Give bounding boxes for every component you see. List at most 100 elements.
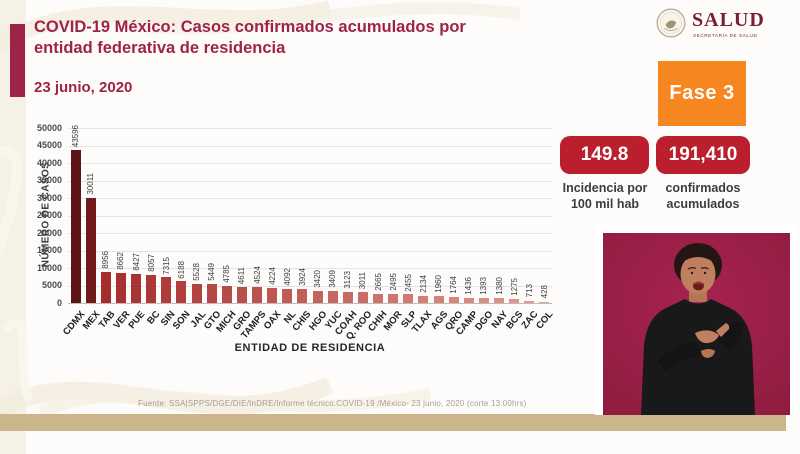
bar xyxy=(327,291,338,303)
y-tick-label: 10000 xyxy=(36,262,62,273)
bar xyxy=(131,273,142,303)
bar xyxy=(357,292,368,303)
bar xyxy=(418,295,429,303)
confirmed-label-line1: confirmados xyxy=(665,181,741,195)
bar xyxy=(236,286,247,303)
bottom-band xyxy=(0,414,786,431)
bar-value-label: 8427 xyxy=(131,252,141,271)
bar xyxy=(433,296,444,303)
bar xyxy=(146,274,157,303)
incidence-label-line2: 100 mil hab xyxy=(570,197,640,212)
gridline xyxy=(68,163,552,164)
bar xyxy=(539,301,550,303)
bar xyxy=(206,283,217,303)
bar-value-label: 3123 xyxy=(343,271,353,290)
bar xyxy=(221,286,232,303)
gridline xyxy=(68,285,552,287)
bar xyxy=(524,300,535,303)
incidence-label-line1: Incidencia por xyxy=(562,181,648,195)
salud-wordmark: SALUD xyxy=(692,9,765,31)
bar xyxy=(297,289,308,303)
salud-logo: SALUD SECRETARÍA DE SALUD xyxy=(650,6,795,48)
bar xyxy=(494,298,505,303)
y-tick-label: 45000 xyxy=(36,140,62,150)
bar xyxy=(448,296,459,303)
gridline xyxy=(68,180,552,182)
bar-value-label: 1764 xyxy=(449,276,459,294)
x-axis-title: ENTIDAD DE RESIDENCIA xyxy=(234,342,386,354)
bar xyxy=(176,281,187,303)
gridline xyxy=(68,250,552,252)
bar xyxy=(85,197,96,303)
source-text: Fuente: SSA|SPPS/DGE/DIE/InDRE/Informe t… xyxy=(138,399,527,408)
bar-value-label: 713 xyxy=(524,284,534,298)
bar xyxy=(267,288,278,303)
gridline xyxy=(68,145,552,147)
bar xyxy=(70,150,81,303)
salud-subtitle: SECRETARÍA DE SALUD xyxy=(693,34,758,39)
bar-value-label: 3420 xyxy=(313,270,323,289)
chart-plot-area: 0 5000 10000 15000 20000 25000 30000 35000 40000… xyxy=(37,123,556,343)
y-tick-label: 0 xyxy=(56,297,62,308)
bar xyxy=(403,294,414,303)
bar-value-label: 1393 xyxy=(479,277,489,296)
bar-value-label: 4092 xyxy=(282,267,292,286)
bar-value-label: 8057 xyxy=(146,254,156,272)
bar xyxy=(191,283,202,303)
y-tick-label: 35000 xyxy=(36,175,62,185)
bar-value-label: 1275 xyxy=(509,277,519,296)
confirmed-stat-value: 191,410 xyxy=(656,136,750,174)
bar-value-label: 6188 xyxy=(176,260,186,279)
y-tick-label: 50000 xyxy=(36,122,62,133)
bar xyxy=(312,291,323,303)
bar-value-label: 3409 xyxy=(328,270,338,289)
title-accent-bar xyxy=(10,24,25,97)
bar-value-label: 7315 xyxy=(161,256,171,275)
bar xyxy=(252,287,263,303)
bar-value-label: 4224 xyxy=(267,267,277,286)
gridline xyxy=(68,198,552,199)
bar xyxy=(478,298,489,303)
bar-value-label: 2495 xyxy=(388,273,398,292)
bar-value-label: 2134 xyxy=(418,274,428,293)
government-seal-icon xyxy=(656,8,686,38)
interpreter-video xyxy=(595,225,797,415)
bar-value-label: 4611 xyxy=(237,266,247,284)
y-tick-label: 5000 xyxy=(41,280,62,290)
y-tick-label: 30000 xyxy=(36,192,62,203)
bar-value-label: 1436 xyxy=(464,277,474,295)
gridline xyxy=(68,215,552,217)
y-tick-label: 25000 xyxy=(36,210,62,220)
gridline xyxy=(68,128,552,129)
bar xyxy=(463,297,474,303)
gridline xyxy=(68,233,552,234)
bar-value-label: 428 xyxy=(539,285,549,299)
phase-badge: Fase 3 xyxy=(658,61,746,126)
confirmed-stat-label: confirmados acumulados xyxy=(645,180,761,213)
bar-value-label: 4524 xyxy=(252,266,262,285)
bar-value-label: 4785 xyxy=(222,265,232,284)
bar xyxy=(115,272,126,303)
interpreter-figure xyxy=(603,233,790,415)
bar xyxy=(100,271,111,303)
incidence-stat-value: 149.8 xyxy=(560,136,649,174)
bar xyxy=(373,293,384,303)
bar-value-label: 1380 xyxy=(494,277,504,296)
bar-value-label: 1960 xyxy=(434,275,444,294)
bar-value-label: 5449 xyxy=(207,263,217,281)
page-title: COVID-19 México: Casos confirmados acumu… xyxy=(34,18,466,57)
bar-value-label: 30011 xyxy=(86,173,96,195)
bar-value-label: 3924 xyxy=(297,268,307,287)
bar-value-label: 43596 xyxy=(71,125,81,148)
incidence-stat-label: Incidencia por 100 mil hab xyxy=(545,180,665,213)
bar xyxy=(282,288,293,303)
bar xyxy=(161,277,172,303)
bar-value-label: 8956 xyxy=(101,250,111,269)
bar-value-label: 3011 xyxy=(358,272,368,290)
date-label: 23 junio, 2020 xyxy=(34,79,133,96)
y-tick-label: 20000 xyxy=(36,227,62,238)
y-tick-label: 40000 xyxy=(36,157,62,168)
gridline xyxy=(68,268,552,269)
confirmed-label-line2: acumulados xyxy=(666,197,740,212)
